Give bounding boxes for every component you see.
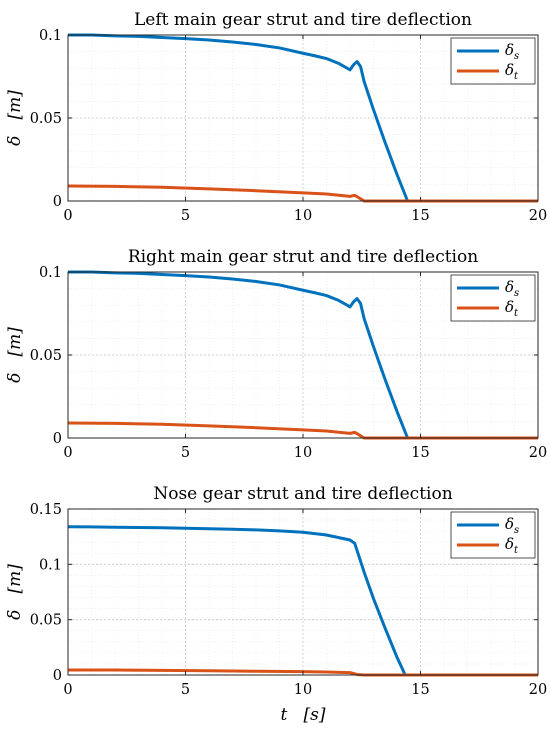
x-tick-label: 15 <box>411 208 429 224</box>
x-tick-label: 5 <box>181 682 190 698</box>
y-tick-label: 0.1 <box>39 265 62 281</box>
y-tick-label: 0.15 <box>30 502 62 518</box>
x-tick-label: 5 <box>181 208 190 224</box>
chart-title: Right main gear strut and tire deflectio… <box>128 247 478 267</box>
x-tick-label: 15 <box>411 445 429 461</box>
chart-title: Left main gear strut and tire deflection <box>134 10 472 30</box>
y-tick-label: 0.05 <box>30 613 62 629</box>
legend-label: δt <box>505 298 519 319</box>
series-line-strut <box>68 33 409 202</box>
x-tick-label: 15 <box>411 682 429 698</box>
x-tick-label: 10 <box>294 682 312 698</box>
y-tick-label: 0 <box>53 431 62 447</box>
x-tick-label: 5 <box>181 445 190 461</box>
legend-label: δs <box>505 278 519 299</box>
x-tick-label: 10 <box>294 208 312 224</box>
legend-box <box>450 274 536 322</box>
legend-label: δt <box>505 61 519 82</box>
series-line-strut <box>67 525 407 676</box>
y-tick-label: 0 <box>53 668 62 684</box>
y-axis-label: δ [m] <box>5 564 25 620</box>
x-tick-label: 0 <box>63 682 72 698</box>
chart-panel-1: 0 5 10 15 20 0 0.05 0.1 Left main gear strut and… <box>5 10 547 224</box>
y-axis-label: δ [m] <box>5 90 25 146</box>
y-tick-label: 0.05 <box>30 111 62 127</box>
legend-box <box>450 511 536 559</box>
x-tick-label: 0 <box>63 445 72 461</box>
legend-label: δs <box>505 515 519 536</box>
legend-label: δt <box>505 535 519 556</box>
series-line-strut <box>68 270 409 439</box>
y-tick-label: 0 <box>53 194 62 210</box>
y-axis-label: δ [m] <box>5 327 25 383</box>
y-tick-label: 0.1 <box>39 557 62 573</box>
x-tick-label: 20 <box>529 208 547 224</box>
chart-title: Nose gear strut and tire deflection <box>153 484 452 504</box>
legend-box <box>450 37 536 85</box>
x-tick-label: 0 <box>63 208 72 224</box>
x-axis-label: t [s] <box>280 705 325 725</box>
x-tick-label: 20 <box>529 682 547 698</box>
y-tick-label: 0.1 <box>39 28 62 44</box>
x-tick-label: 20 <box>529 445 547 461</box>
chart-panel-3: 0 5 10 15 20 0 0.05 0.1 0.15 Nose gear strut and … <box>5 484 547 725</box>
legend-label: δs <box>505 41 519 62</box>
x-tick-label: 10 <box>294 445 312 461</box>
chart-panel-2: 0 5 10 15 20 0 0.05 0.1 Right main gear strut an… <box>5 247 547 461</box>
y-tick-label: 0.05 <box>30 348 62 364</box>
